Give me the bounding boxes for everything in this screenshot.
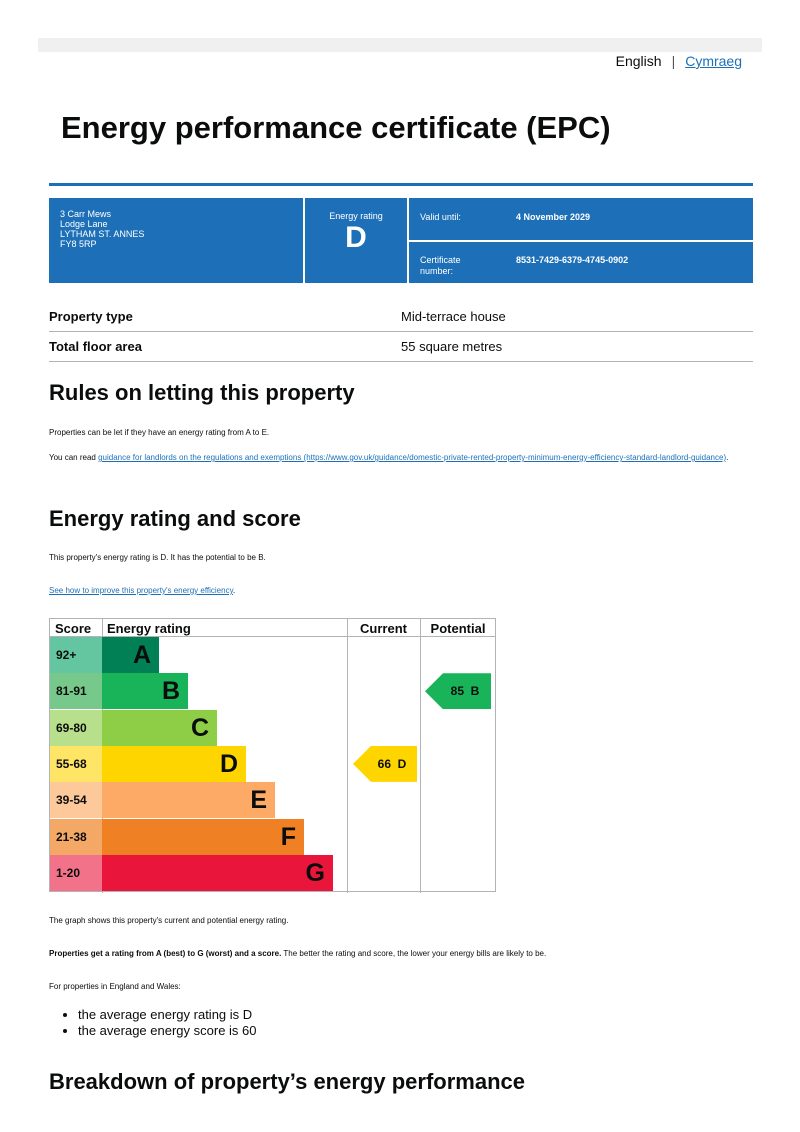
column-border	[347, 619, 348, 893]
potential-rating-arrow: 85 B	[425, 673, 491, 710]
language-switcher: English | Cymraeg	[615, 53, 742, 69]
value: 55 square metres	[401, 339, 503, 354]
address: 3 Carr Mews Lodge Lane LYTHAM ST. ANNES …	[49, 198, 303, 283]
label: Property type	[49, 309, 133, 324]
energy-rating: Energy rating D	[305, 198, 407, 283]
text: The better the rating and score, the low…	[281, 949, 547, 958]
list-item: the average energy score is 60	[78, 1023, 257, 1039]
rating-bar-C: C	[102, 709, 217, 746]
rating-bar-G: G	[102, 854, 333, 891]
page-title: Energy performance certificate (EPC)	[61, 110, 611, 145]
score-band-C: 69-80	[50, 709, 102, 746]
cert-value: 8531-7429-6379-4745-0902	[516, 255, 629, 265]
rules-text: Properties can be let if they have an en…	[49, 428, 270, 437]
average-list: the average energy rating is D the avera…	[62, 1007, 257, 1039]
text: You can read	[49, 453, 99, 462]
score-band-A: 92+	[50, 637, 102, 673]
bold-text: Properties get a rating from A (best) to…	[49, 949, 282, 958]
score-text: This property's energy rating is D. It h…	[49, 553, 266, 562]
rating-label: Energy rating	[329, 211, 383, 221]
energy-rating-chart: Score Energy rating Current Potential 92…	[49, 618, 496, 893]
score-band-E: 39-54	[50, 782, 102, 819]
guidance-link[interactable]: guidance for landlords on the regulation…	[98, 453, 727, 462]
rating-bar-E: E	[102, 782, 275, 819]
divider	[409, 240, 753, 242]
rating-bar-A: A	[102, 637, 159, 673]
divider	[49, 331, 753, 332]
header-energy-rating: Energy rating	[102, 619, 347, 637]
rating-bar-F: F	[102, 818, 304, 855]
text: .	[233, 586, 236, 595]
summary-box: 3 Carr Mews Lodge Lane LYTHAM ST. ANNES …	[49, 198, 753, 283]
address-line: Lodge Lane	[60, 219, 108, 229]
score-band-B: 81-91	[50, 673, 102, 710]
divider	[49, 183, 753, 186]
header-potential: Potential	[420, 619, 496, 637]
breakdown-heading: Breakdown of property’s energy performan…	[49, 1069, 525, 1094]
label: Total floor area	[49, 339, 142, 354]
list-item: the average energy rating is D	[78, 1007, 257, 1023]
rating-explainer: Properties get a rating from A (best) to…	[49, 949, 739, 959]
average-intro: For properties in England and Wales:	[49, 982, 181, 991]
cert-label: Certificate number:	[420, 255, 461, 276]
header-score: Score	[50, 619, 102, 637]
rating-bar-B: B	[102, 673, 188, 710]
column-border	[420, 619, 421, 893]
rules-guidance: You can read guidance for landlords on t…	[49, 453, 739, 463]
score-band-G: 1-20	[50, 854, 102, 891]
divider	[49, 361, 753, 362]
score-heading: Energy rating and score	[49, 506, 301, 531]
rules-heading: Rules on letting this property	[49, 380, 355, 405]
rating-letter: D	[345, 221, 367, 254]
valid-value: 4 November 2029	[516, 212, 591, 222]
lang-english: English	[615, 53, 662, 69]
address-line: 3 Carr Mews	[60, 209, 112, 219]
value: Mid-terrace house	[401, 309, 506, 324]
top-bar	[38, 38, 762, 52]
text: .	[726, 453, 729, 462]
improve-paragraph: See how to improve this property's energ…	[49, 586, 739, 596]
improve-link[interactable]: See how to improve this property's energ…	[49, 586, 233, 595]
score-band-F: 21-38	[50, 818, 102, 855]
current-rating-arrow: 66 D	[353, 745, 417, 782]
address-line: LYTHAM ST. ANNES	[60, 229, 145, 239]
header-current: Current	[347, 619, 420, 637]
divider	[303, 198, 305, 283]
valid-label: Valid until:	[420, 212, 461, 222]
lang-welsh-link[interactable]: Cymraeg	[685, 53, 742, 69]
address-line: FY8 5RP	[60, 239, 97, 249]
rating-bar-D: D	[102, 745, 246, 782]
graph-caption: The graph shows this property's current …	[49, 916, 289, 925]
divider	[407, 198, 409, 283]
score-band-D: 55-68	[50, 745, 102, 782]
